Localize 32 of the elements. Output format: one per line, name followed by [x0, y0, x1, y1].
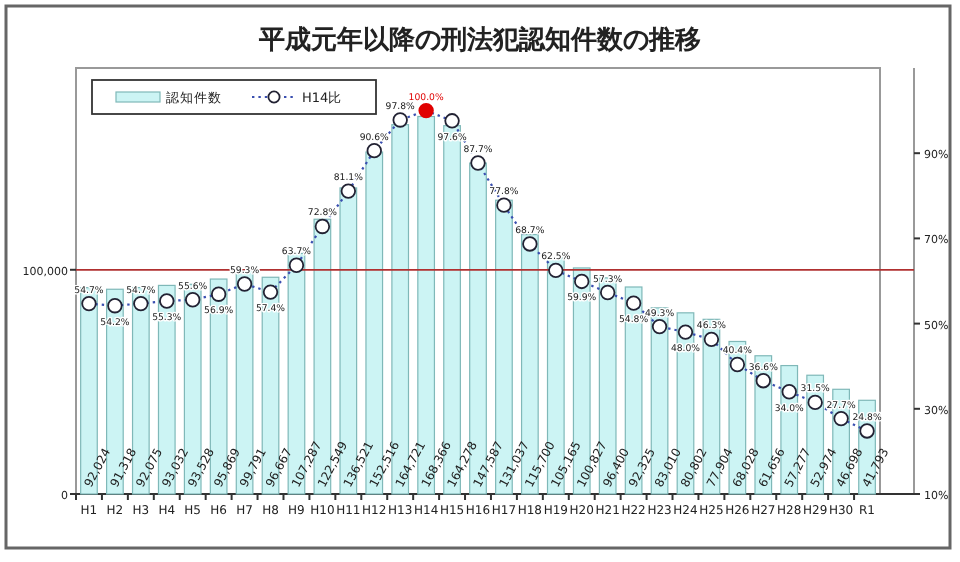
- point: [574, 273, 590, 290]
- point: [210, 286, 227, 302]
- point: [651, 318, 668, 335]
- point: [470, 155, 486, 171]
- point: [755, 372, 771, 389]
- point: [159, 293, 175, 309]
- point: [833, 410, 849, 427]
- point: [859, 423, 875, 439]
- point: [625, 295, 642, 311]
- chart-title: 平成元年以降の刑法犯認知件数の推移: [257, 24, 701, 56]
- point: [81, 295, 97, 312]
- point: [599, 284, 616, 301]
- point: [807, 394, 823, 411]
- point: [444, 113, 460, 129]
- point: [133, 295, 149, 312]
- point: [366, 142, 382, 159]
- point: [107, 298, 123, 314]
- point: [236, 276, 253, 292]
- point: [288, 257, 305, 273]
- point: [677, 324, 694, 340]
- point: [729, 356, 746, 373]
- point: [418, 102, 434, 119]
- point: [703, 331, 720, 348]
- point: [781, 384, 797, 400]
- point: [392, 112, 408, 128]
- point: [496, 197, 512, 213]
- point: [262, 284, 279, 300]
- point: [340, 183, 357, 199]
- point: [314, 218, 331, 235]
- point: [522, 236, 538, 252]
- point: [185, 292, 201, 308]
- point: [548, 262, 564, 279]
